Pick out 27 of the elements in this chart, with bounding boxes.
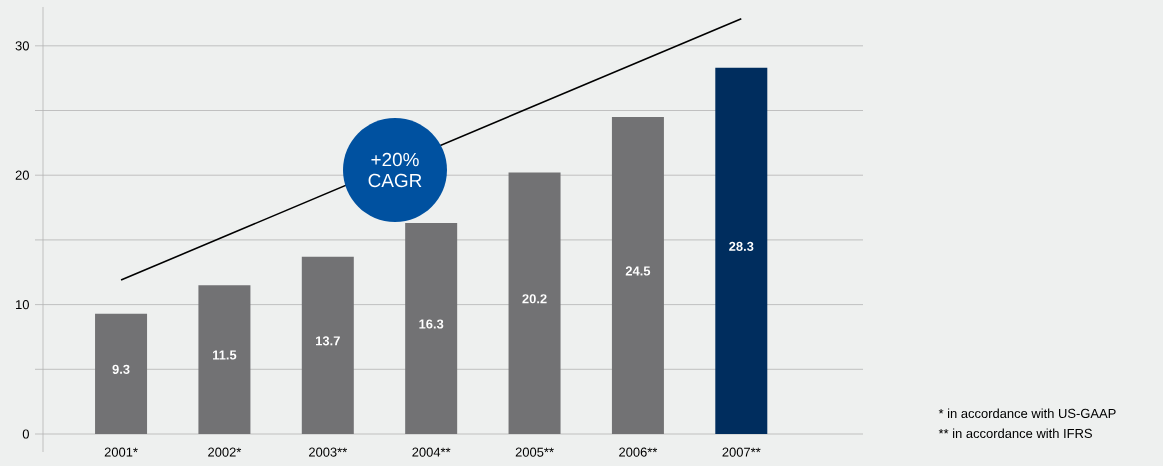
data-label: 11.5 [212,350,237,360]
y-tick-label: 10 [16,300,29,310]
data-label: 28.3 [729,241,754,251]
y-tick-label: 20 [15,170,29,180]
x-tick-label: 2006** [619,447,658,457]
y-tick-label: 30 [15,41,29,51]
data-label: 16.3 [419,319,444,329]
bar [301,256,354,434]
data-label: 13.7 [316,336,340,346]
bar [95,313,148,434]
bar [611,116,664,434]
x-tick-label: 2007** [722,447,761,457]
data-label: 20.2 [522,294,547,304]
annotation: +20% CAGR [368,152,422,188]
x-tick-label: 2005** [515,447,554,457]
text: ** in accordance with IFRS [938,428,1092,439]
x-tick-label: 2003** [309,447,348,457]
data-label: 24.5 [625,266,651,276]
bar [715,67,768,434]
bar [198,285,251,434]
data-label: 9.3 [112,364,130,374]
y-tick-label: 0 [22,429,29,439]
x-tick-label: 2002* [208,447,242,457]
text: * in accordance with US-GAAP [938,408,1116,419]
x-tick-label: 2004** [412,447,451,457]
bar [508,172,561,434]
x-tick-label: 2001* [104,447,138,457]
